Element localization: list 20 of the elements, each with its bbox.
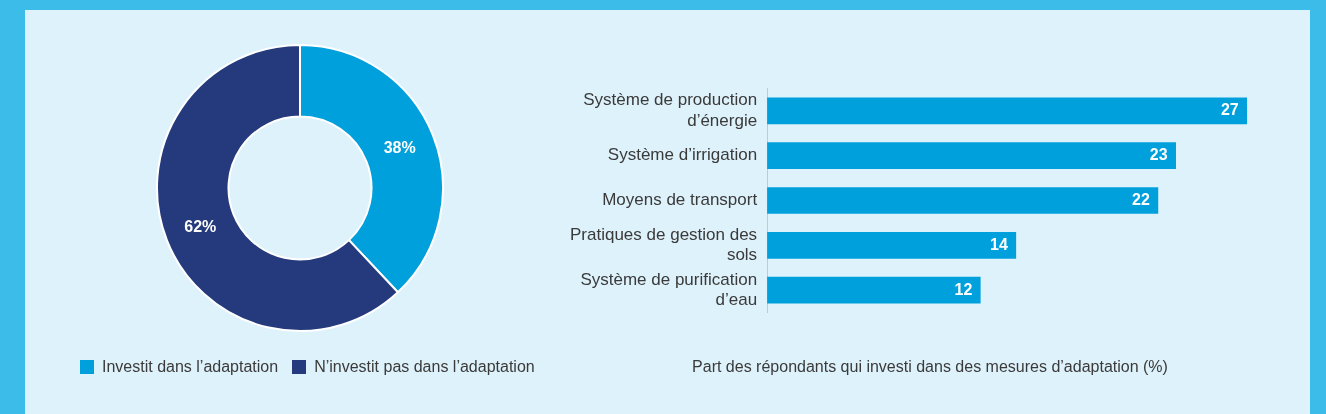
- y-tick-label: Moyens de transport: [602, 190, 758, 210]
- data-label: 23: [1149, 146, 1168, 164]
- y-tick-label: Système de production d’énergie: [583, 90, 758, 130]
- bar: [767, 97, 1248, 125]
- data-label: 12: [954, 280, 973, 298]
- legend-label: Investit dans l’adaptation: [102, 358, 279, 376]
- y-tick-label: Système d’irrigation: [607, 145, 758, 165]
- data-label: 14: [990, 235, 1008, 253]
- bar: [767, 276, 981, 304]
- data-label: 22: [1132, 190, 1150, 208]
- bar: [767, 187, 1159, 214]
- legend-label: N’investit pas dans l’adaptation: [314, 358, 535, 376]
- bar: [767, 232, 1017, 259]
- y-tick-label: Système de purification d’eau: [580, 269, 758, 310]
- bar: [767, 142, 1176, 169]
- data-label: 62%: [184, 217, 217, 235]
- x-axis-title: Part des répondants qui investi dans des mesures d’adaptation (%): [691, 358, 1169, 376]
- y-tick-label: Pratiques de gestion des sols: [570, 224, 758, 265]
- data-label: 27: [1220, 101, 1239, 119]
- data-label: 38%: [383, 138, 416, 156]
